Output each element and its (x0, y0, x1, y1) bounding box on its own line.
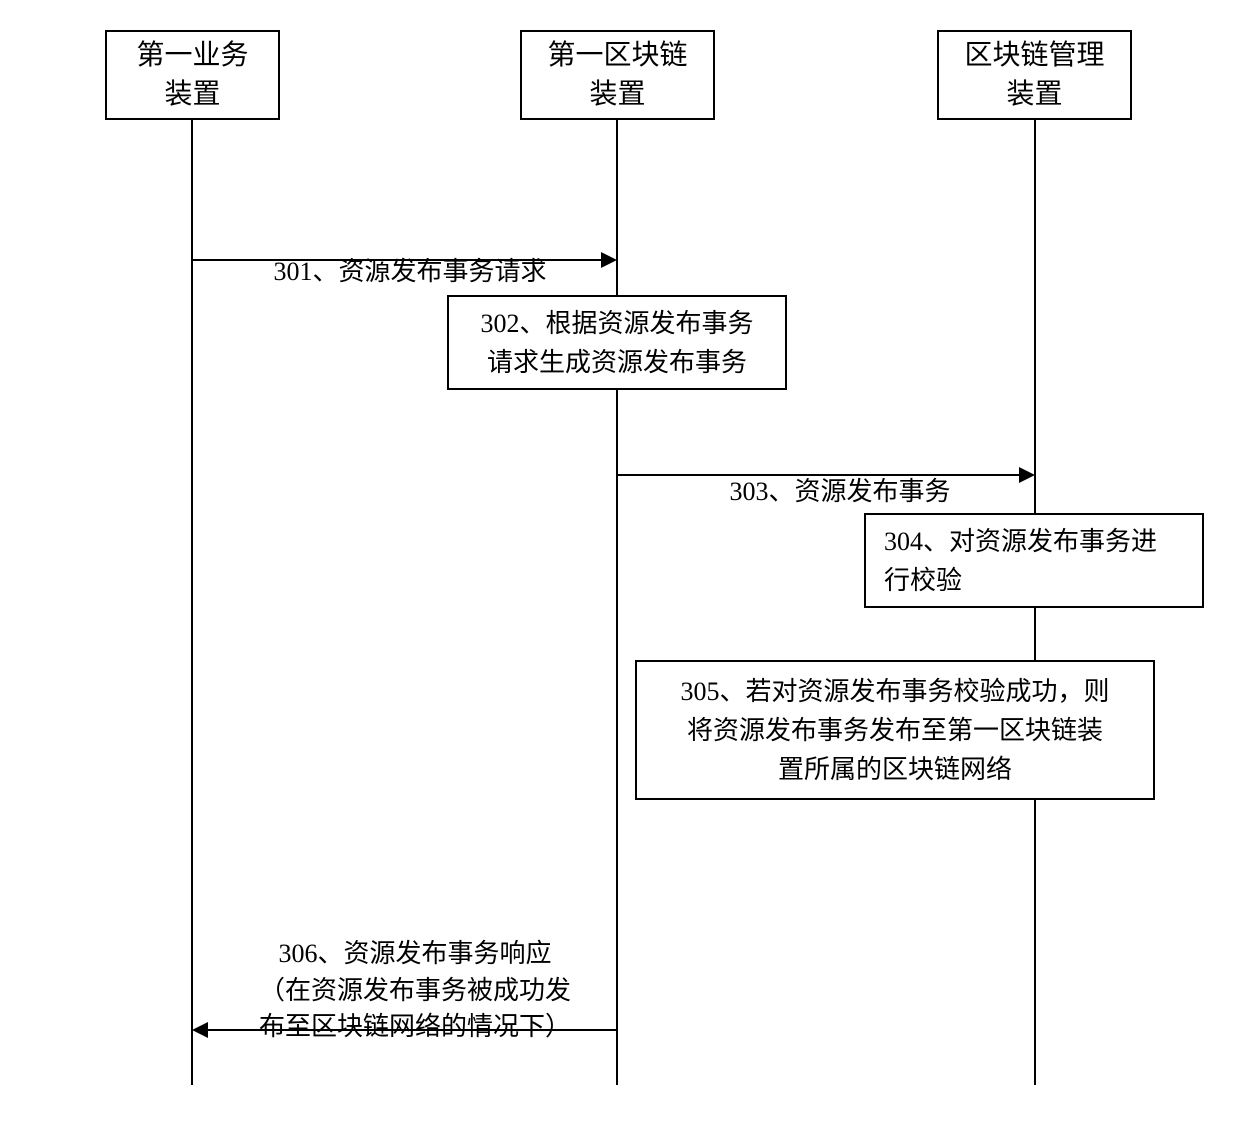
participant-box: 区块链管理 装置 (937, 30, 1132, 120)
participant-box: 第一区块链 装置 (520, 30, 715, 120)
message-label-306: 306、资源发布事务响应 （在资源发布事务被成功发 布至区块链网络的情况下） (215, 900, 615, 1046)
message-arrow (192, 259, 615, 261)
sequence-diagram: 第一业务 装置 第一区块链 装置 区块链管理 装置 301、资源发布事务请求 3… (0, 0, 1240, 1123)
participant-box: 第一业务 装置 (105, 30, 280, 120)
step-box-304: 304、对资源发布事务进 行校验 (864, 513, 1204, 608)
message-arrow (194, 1029, 617, 1031)
step-label: 305、若对资源发布事务校验成功，则 将资源发布事务发布至第一区块链装 置所属的… (680, 672, 1109, 789)
participant-label: 第一业务 装置 (136, 36, 248, 114)
participant-label: 第一区块链 装置 (547, 36, 687, 114)
lifeline (191, 120, 193, 1085)
message-label-301: 301、资源发布事务请求 (230, 218, 590, 291)
participant-label: 区块链管理 装置 (964, 36, 1104, 114)
step-label: 302、根据资源发布事务 请求生成资源发布事务 (480, 304, 753, 382)
step-box-302: 302、根据资源发布事务 请求生成资源发布事务 (447, 295, 787, 390)
step-box-305: 305、若对资源发布事务校验成功，则 将资源发布事务发布至第一区块链装 置所属的… (635, 660, 1155, 800)
step-label: 304、对资源发布事务进 行校验 (884, 522, 1157, 600)
message-arrow (617, 474, 1033, 476)
